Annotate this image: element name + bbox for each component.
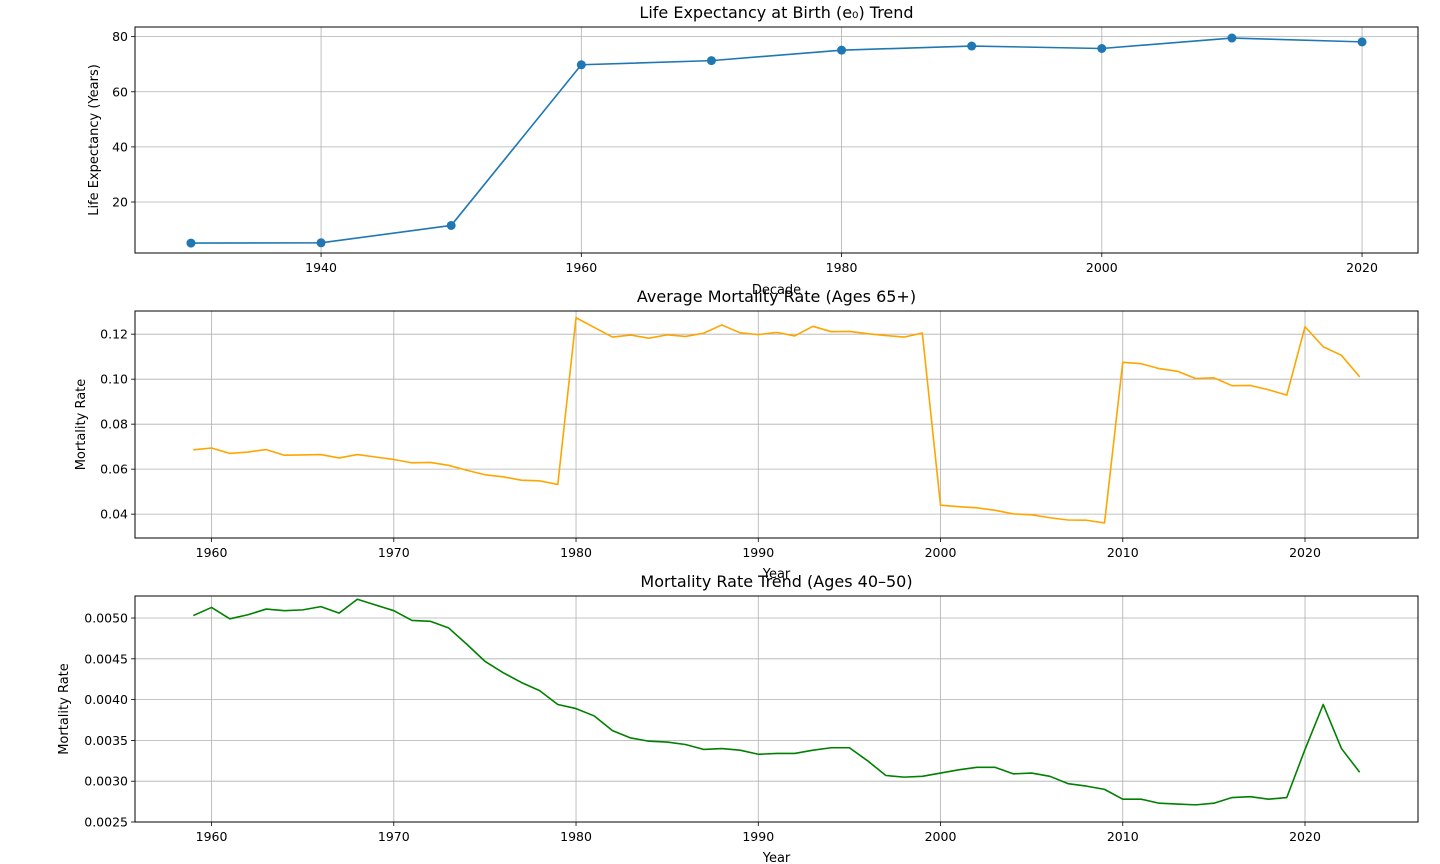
grid-lines <box>135 311 1418 538</box>
y-tick-label: 0.0025 <box>84 815 128 830</box>
y-tick-label: 0.12 <box>100 327 128 342</box>
x-tick-label: 1980 <box>826 260 858 275</box>
y-tick-label: 0.04 <box>100 507 128 522</box>
grid-lines <box>135 27 1418 253</box>
y-tick-label: 40 <box>112 139 128 154</box>
x-tick-label: 1960 <box>196 829 228 844</box>
x-tick-label: 2020 <box>1346 260 1378 275</box>
x-axis-label: Decade <box>752 283 801 298</box>
y-tick-label: 20 <box>112 195 128 210</box>
axis-ticks: 1960 1970 1980 1990 2000 2010 2020 0.04 0.06 0.08… <box>100 327 1321 560</box>
chart-title: Average Mortality Rate (Ages 65+) <box>637 287 916 306</box>
x-tick-label: 1980 <box>560 545 592 560</box>
mortality-65-plus-panel: 1960 1970 1980 1990 2000 2010 2020 0.04 0.06 0.08… <box>74 287 1419 582</box>
y-tick-label: 0.06 <box>100 462 128 477</box>
x-tick-label: 2020 <box>1289 829 1321 844</box>
y-tick-label: 0.0030 <box>84 774 128 789</box>
y-axis-label: Mortality Rate <box>74 379 89 471</box>
x-axis-label: Year <box>762 851 791 864</box>
chart-title: Mortality Rate Trend (Ages 40–50) <box>640 572 912 591</box>
data-point <box>446 220 456 230</box>
y-tick-label: 80 <box>112 29 128 44</box>
data-point <box>967 41 977 51</box>
data-point <box>1097 43 1107 53</box>
plot-frame <box>134 26 1419 254</box>
x-tick-label: 2010 <box>1107 829 1139 844</box>
series-line <box>192 598 1361 806</box>
x-tick-label: 1970 <box>378 829 410 844</box>
x-tick-label: 1990 <box>742 829 774 844</box>
x-tick-label: 1980 <box>560 829 592 844</box>
y-tick-label: 0.0040 <box>84 692 128 707</box>
y-axis-label: Mortality Rate <box>57 663 72 755</box>
axis-ticks: 1960 1970 1980 1990 2000 2010 2020 0.0025 0.0030… <box>84 611 1321 844</box>
data-point <box>576 60 586 70</box>
data-point <box>186 238 196 248</box>
chart-title: Life Expectancy at Birth (e₀) Trend <box>639 3 913 22</box>
y-tick-label: 60 <box>112 84 128 99</box>
x-tick-label: 1960 <box>565 260 597 275</box>
x-tick-label: 1990 <box>742 545 774 560</box>
data-marks <box>192 598 1361 806</box>
x-tick-label: 1960 <box>196 545 228 560</box>
y-tick-label: 0.10 <box>100 372 128 387</box>
y-axis-label: Life Expectancy (Years) <box>87 64 102 216</box>
y-tick-label: 0.0035 <box>84 733 128 748</box>
data-point <box>837 45 847 55</box>
x-tick-label: 2020 <box>1289 545 1321 560</box>
data-point <box>316 238 326 248</box>
data-point <box>1227 33 1237 43</box>
data-point <box>706 56 716 66</box>
x-tick-label: 2010 <box>1107 545 1139 560</box>
x-tick-label: 2000 <box>1086 260 1118 275</box>
x-tick-label: 1940 <box>305 260 337 275</box>
series-line <box>190 37 1363 244</box>
y-tick-label: 0.08 <box>100 417 128 432</box>
plot-frame <box>134 595 1419 823</box>
x-tick-label: 2000 <box>925 545 957 560</box>
x-tick-label: 2000 <box>925 829 957 844</box>
y-tick-label: 0.0045 <box>84 651 128 666</box>
x-tick-label: 1970 <box>378 545 410 560</box>
mortality-40-50-panel: 1960 1970 1980 1990 2000 2010 2020 0.0025 0.0030… <box>57 572 1419 864</box>
data-marks <box>193 316 1361 524</box>
data-marks <box>186 33 1367 248</box>
series-line <box>193 316 1361 524</box>
y-tick-label: 0.0050 <box>84 611 128 626</box>
data-point <box>1357 37 1367 47</box>
x-axis-label: Year <box>762 567 791 582</box>
